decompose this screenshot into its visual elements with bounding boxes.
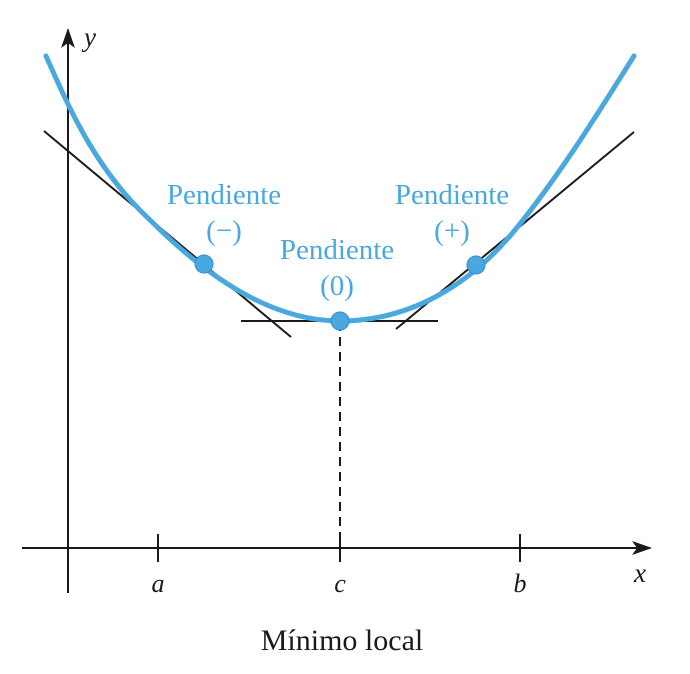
annotation-left-line1: Pendiente bbox=[167, 179, 281, 211]
tangent-point-negative bbox=[194, 254, 214, 274]
y-axis-label: y bbox=[81, 22, 96, 52]
annotation-center-line1: Pendiente bbox=[280, 234, 394, 266]
tangent-point-positive bbox=[466, 255, 486, 275]
tick-label-b: b bbox=[514, 569, 527, 598]
x-axis-label: x bbox=[633, 558, 646, 588]
tick-label-c: c bbox=[334, 569, 346, 598]
annotation-left-line2: (−) bbox=[206, 215, 242, 247]
annotation-right-line1: Pendiente bbox=[395, 179, 509, 211]
annotation-right-line2: (+) bbox=[434, 215, 470, 247]
figure-caption: Mínimo local bbox=[261, 624, 423, 657]
annotation-center-line2: (0) bbox=[320, 270, 354, 302]
tick-label-a: a bbox=[152, 569, 165, 598]
tangent-point-minimum bbox=[330, 311, 350, 331]
